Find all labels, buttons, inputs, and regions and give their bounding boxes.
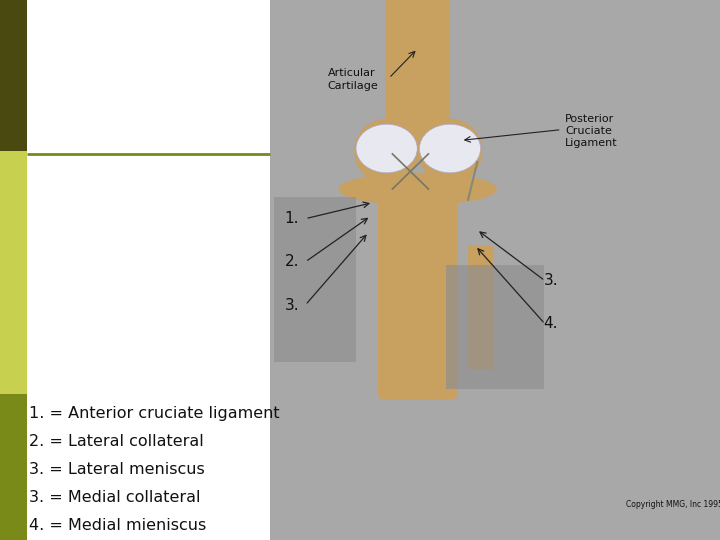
Bar (0, 151, 27, 394)
FancyBboxPatch shape (378, 189, 457, 400)
Text: Articular: Articular (328, 68, 375, 78)
Bar (274, 197, 356, 362)
Bar (0, 0, 27, 151)
Text: Ligament: Ligament (565, 138, 618, 147)
Ellipse shape (418, 119, 482, 184)
Text: 4.: 4. (544, 316, 558, 332)
Ellipse shape (419, 124, 481, 173)
Text: 2. = Lateral collateral: 2. = Lateral collateral (29, 434, 204, 449)
Ellipse shape (338, 173, 497, 205)
Text: Cartilage: Cartilage (328, 82, 378, 91)
Text: 2.: 2. (284, 254, 299, 269)
Bar (446, 265, 544, 389)
FancyBboxPatch shape (468, 246, 493, 370)
FancyBboxPatch shape (385, 0, 450, 157)
Ellipse shape (429, 178, 461, 194)
Text: Posterior: Posterior (565, 114, 614, 124)
Text: Cruciate: Cruciate (565, 126, 612, 136)
Bar (0, 394, 27, 540)
Text: Copyright MMG, Inc 1995: Copyright MMG, Inc 1995 (626, 501, 720, 509)
Text: 3. = Medial collateral: 3. = Medial collateral (29, 490, 200, 505)
Text: 3.: 3. (544, 273, 558, 288)
Text: 4. = Medial mieniscus: 4. = Medial mieniscus (29, 518, 206, 533)
Ellipse shape (354, 119, 419, 184)
Bar (270, 0, 720, 540)
Text: 1.: 1. (284, 211, 299, 226)
Text: 3.: 3. (284, 298, 299, 313)
Ellipse shape (375, 178, 408, 194)
Ellipse shape (356, 124, 418, 173)
Text: 3. = Lateral meniscus: 3. = Lateral meniscus (29, 462, 204, 477)
Text: 1. = Anterior cruciate ligament: 1. = Anterior cruciate ligament (29, 406, 279, 421)
